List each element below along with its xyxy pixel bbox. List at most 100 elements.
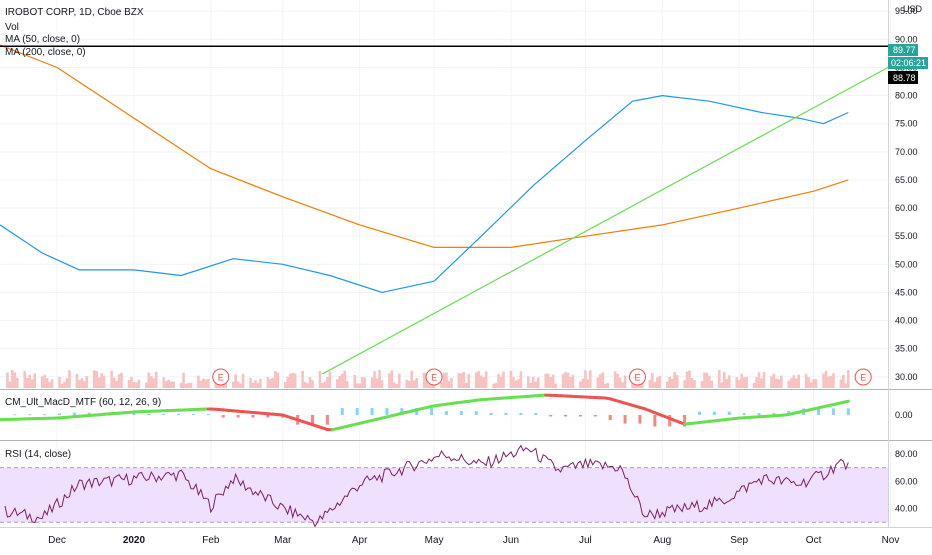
rsi-label: RSI (14, close) bbox=[5, 449, 71, 460]
volume-bar bbox=[775, 378, 778, 388]
volume-bar bbox=[249, 378, 252, 388]
month-label: Oct bbox=[806, 535, 822, 546]
volume-bar bbox=[150, 376, 153, 388]
volume-bar bbox=[619, 378, 622, 388]
volume-bar bbox=[745, 377, 748, 388]
volume-bar bbox=[167, 380, 170, 388]
volume-bar bbox=[43, 375, 46, 388]
volume-bar bbox=[396, 384, 399, 388]
volume-bar bbox=[135, 382, 138, 388]
volume-bar bbox=[63, 382, 66, 388]
volume-bar bbox=[324, 382, 327, 388]
macd-histogram-bar bbox=[177, 414, 180, 415]
volume-bar bbox=[624, 375, 627, 388]
volume-bar bbox=[24, 371, 27, 388]
volume-bar bbox=[284, 382, 287, 388]
volume-bar bbox=[520, 371, 523, 388]
earnings-marker-letter: E bbox=[431, 373, 437, 383]
volume-bar bbox=[787, 381, 790, 388]
volume-bar bbox=[654, 382, 657, 388]
volume-bar bbox=[621, 382, 624, 388]
volume-bar bbox=[807, 377, 810, 388]
volume-bar bbox=[460, 373, 463, 388]
volume-bar bbox=[26, 378, 29, 388]
volume-bar bbox=[465, 383, 468, 388]
price-tick-label: 30.00 bbox=[895, 372, 918, 382]
volume-bar bbox=[725, 379, 728, 388]
volume-bar bbox=[549, 377, 552, 388]
volume-bar bbox=[234, 374, 237, 388]
volume-bar bbox=[277, 373, 280, 388]
volume-bar bbox=[252, 383, 255, 388]
price-tick-label: 95.00 bbox=[895, 6, 918, 16]
volume-bar bbox=[847, 370, 850, 388]
volume-bar bbox=[381, 380, 384, 388]
volume-bar bbox=[100, 373, 103, 388]
macd-axis[interactable]: 0.00 bbox=[895, 410, 913, 420]
volume-bar bbox=[537, 378, 540, 388]
volume-bar bbox=[728, 375, 731, 388]
volume-bar bbox=[812, 379, 815, 388]
price-pane[interactable] bbox=[0, 0, 888, 388]
volume-bar bbox=[346, 381, 349, 388]
volume-bar bbox=[527, 376, 530, 388]
volume-bar bbox=[289, 374, 292, 388]
volume-bar bbox=[683, 380, 686, 388]
macd-histogram-bar bbox=[505, 413, 508, 415]
macd-histogram-bar bbox=[58, 413, 61, 415]
volume-bar bbox=[599, 374, 602, 388]
macd-histogram-bar bbox=[222, 415, 225, 418]
volume-bar bbox=[544, 374, 547, 388]
macd-histogram-bar bbox=[847, 408, 850, 415]
volume-bar bbox=[445, 372, 448, 388]
volume-bar bbox=[6, 373, 9, 388]
volume-bar bbox=[405, 380, 408, 388]
volume-bar bbox=[319, 371, 322, 388]
volume-bar bbox=[205, 379, 208, 388]
month-label: Jul bbox=[579, 535, 592, 546]
volume-bar bbox=[706, 373, 709, 388]
volume-bar bbox=[388, 373, 391, 388]
rsi-tick-label: 80.00 bbox=[895, 449, 918, 459]
volume-bar bbox=[711, 381, 714, 388]
price-tick-label: 70.00 bbox=[895, 147, 918, 157]
level-price-text: 88.78 bbox=[893, 73, 916, 83]
volume-bar bbox=[391, 370, 394, 388]
macd-histogram-bar bbox=[73, 413, 76, 415]
macd-histogram-bar bbox=[341, 408, 344, 415]
price-tick-label: 55.00 bbox=[895, 231, 918, 241]
month-label: 2020 bbox=[123, 535, 146, 546]
volume-bar bbox=[564, 372, 567, 388]
volume-bar bbox=[33, 373, 36, 388]
volume-bar bbox=[815, 379, 818, 388]
volume-bar bbox=[584, 370, 587, 388]
volume-bar bbox=[515, 380, 518, 388]
symbol-title: IROBOT CORP, 1D, Cboe BZX bbox=[5, 7, 144, 18]
volume-bar bbox=[51, 379, 54, 388]
macd-histogram-bar bbox=[326, 415, 329, 425]
volume-bar bbox=[93, 370, 96, 388]
volume-bar bbox=[547, 374, 550, 388]
volume-bar bbox=[48, 382, 51, 388]
volume-bar bbox=[237, 381, 240, 388]
volume-bar bbox=[795, 378, 798, 388]
rsi-band bbox=[0, 468, 888, 523]
volume-bar bbox=[376, 378, 379, 388]
macd-histogram-bar bbox=[147, 414, 150, 415]
macd-histogram-bar bbox=[519, 413, 522, 415]
volume-bar bbox=[673, 372, 676, 388]
volume-bar bbox=[321, 383, 324, 388]
volume-bar bbox=[197, 376, 200, 388]
volume-bar bbox=[510, 371, 513, 388]
volume-bar bbox=[31, 379, 34, 388]
volume-bar bbox=[76, 374, 79, 388]
macd-histogram-bar bbox=[564, 415, 567, 416]
volume-bar bbox=[530, 383, 533, 388]
macd-histogram-bar bbox=[832, 408, 835, 415]
volume-bar bbox=[842, 375, 845, 388]
volume-bar bbox=[780, 376, 783, 388]
